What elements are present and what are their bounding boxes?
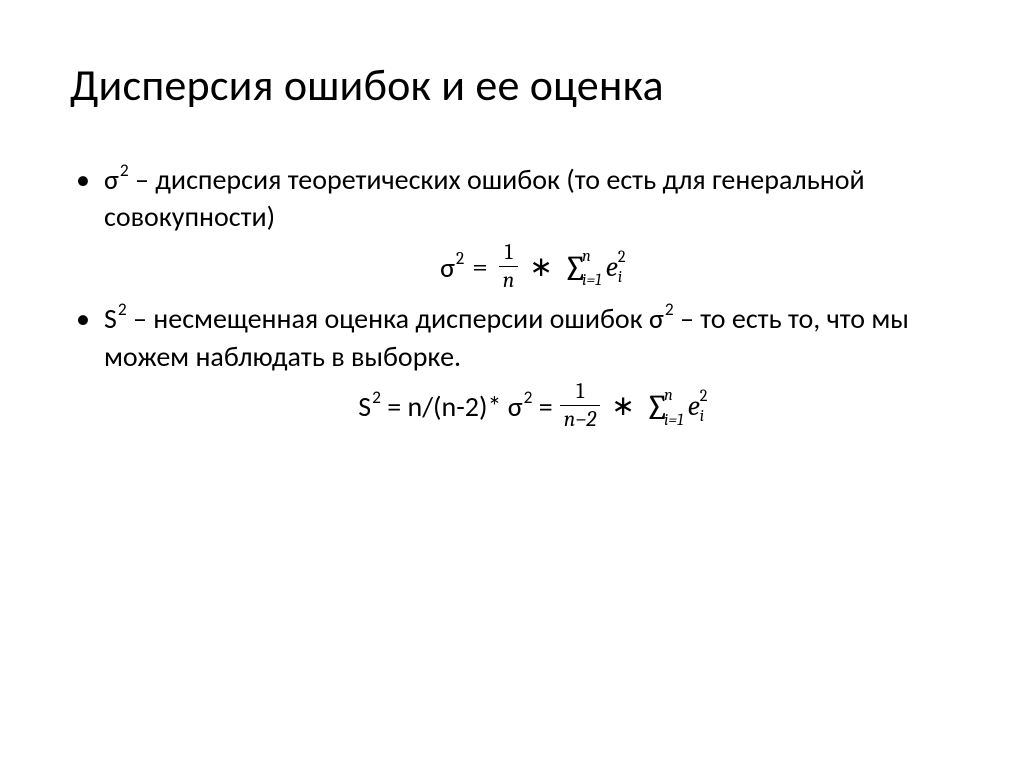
asterisk-1: ∗ [529,249,552,287]
bullet-1-text: – дисперсия теоретических ошибок (то ест… [104,162,865,235]
s2-lhs: S [358,389,371,424]
asterisk-2: ∗ [611,388,634,426]
sigma-symbol: σ [104,162,119,197]
equals-1: = [472,249,488,287]
sum2-lower-i1: i=1 [664,413,683,429]
sum-lower-i1: i=1 [582,273,601,289]
s2-mid: n/(n-2)* [408,389,502,424]
sigma-lhs: σ [440,250,455,285]
s-superscript-2: 2 [118,298,127,320]
frac-num-1: 1 [501,242,517,266]
fraction-1-over-n: 1 n [499,242,519,294]
s2-sigma: σ [501,389,522,424]
slide: Дисперсия ошибок и ее оценка σ2 – диспер… [0,0,1024,767]
s2-eq1: = [381,389,408,424]
term-sup-2: 2 [618,247,626,269]
frac2-num-1: 1 [572,381,588,405]
s-symbol: S [104,301,117,336]
bullet-list: σ2 – дисперсия теоретических ошибок (то … [70,161,954,434]
sigma-sup-inline: 2 [665,298,674,320]
summation-2: n ∑ i=1 [645,390,670,425]
s2-lhs-sup: 2 [372,386,381,408]
term-ei2: e 2 i [606,249,618,287]
formula-sigma2-math: σ2 = 1 n ∗ n ∑ i=1 e 2 i [440,242,618,294]
formula-s2-math: S2 = n/(n-2)* σ2 = 1 n−2 ∗ n ∑ i=1 e 2 [358,381,700,433]
term-sub-i: i [618,267,622,289]
bullet-item-1: σ2 – дисперсия теоретических ошибок (то … [70,161,954,237]
formula-s2: S2 = n/(n-2)* σ2 = 1 n−2 ∗ n ∑ i=1 e 2 [70,381,954,433]
fraction-1-over-n-2: 1 n−2 [560,381,601,433]
frac2-den-n-2: n−2 [560,405,601,433]
term2-sup-2: 2 [700,386,708,408]
sum2-upper-n: n [664,388,673,404]
summation-1: n ∑ i=1 [563,251,588,286]
bullet-2-text-a: – несмещенная оценка дисперсии ошибок σ [127,301,664,336]
slide-title: Дисперсия ошибок и ее оценка [70,60,954,111]
term2-ei2: e 2 i [688,388,700,426]
sum-upper-n: n [582,249,591,265]
term2-sub-i: i [700,406,704,428]
superscript-2: 2 [120,159,129,181]
sigma-lhs-sup: 2 [456,249,464,269]
frac-den-n: n [499,266,519,294]
term-base-e: e [606,251,618,283]
s2-sigma-sup: 2 [524,386,533,408]
term2-base-e: e [688,390,700,422]
slide-body: σ2 – дисперсия теоретических ошибок (то … [70,161,954,434]
formula-sigma2: σ2 = 1 n ∗ n ∑ i=1 e 2 i [70,242,954,294]
bullet-item-2: S2 – несмещенная оценка дисперсии ошибок… [70,300,954,376]
s2-eq2: = [532,389,552,424]
